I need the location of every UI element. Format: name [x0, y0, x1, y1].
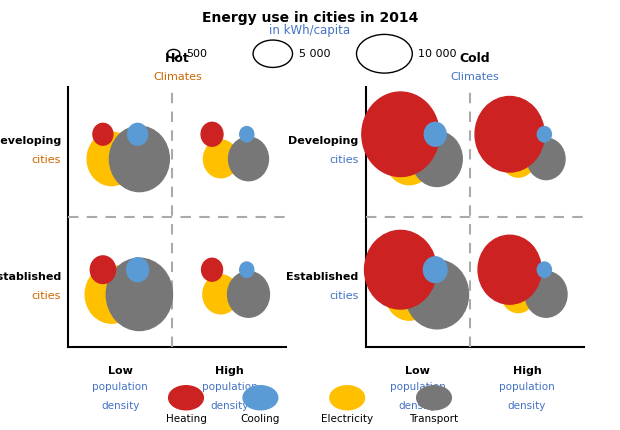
Text: Low: Low: [108, 366, 133, 376]
Text: Hot: Hot: [165, 52, 190, 65]
Circle shape: [106, 258, 172, 331]
Text: density: density: [508, 401, 546, 412]
Circle shape: [229, 137, 268, 181]
Circle shape: [527, 138, 565, 180]
Circle shape: [525, 271, 567, 317]
Text: 10 000: 10 000: [418, 49, 457, 59]
Circle shape: [240, 262, 254, 277]
Text: High: High: [513, 366, 541, 376]
Circle shape: [202, 258, 223, 281]
Circle shape: [203, 140, 238, 178]
Text: Cooling: Cooling: [241, 414, 280, 424]
Text: density: density: [399, 401, 437, 412]
Circle shape: [126, 258, 149, 282]
Circle shape: [424, 122, 446, 146]
Circle shape: [365, 230, 436, 309]
Circle shape: [502, 141, 535, 177]
Text: population: population: [499, 382, 555, 393]
Text: Electricity: Electricity: [321, 414, 373, 424]
Circle shape: [412, 131, 463, 187]
Text: Developing: Developing: [0, 136, 61, 146]
Text: Developing: Developing: [288, 136, 358, 146]
Circle shape: [386, 269, 433, 320]
Text: population: population: [92, 382, 148, 393]
Text: Cold: Cold: [459, 52, 490, 65]
Circle shape: [502, 276, 535, 313]
Text: cities: cities: [32, 155, 61, 165]
Circle shape: [128, 123, 148, 145]
Text: 5 000: 5 000: [299, 49, 330, 59]
Circle shape: [405, 260, 469, 329]
Circle shape: [538, 262, 551, 277]
Text: Transport: Transport: [409, 414, 459, 424]
Text: in kWh/capita: in kWh/capita: [270, 24, 350, 37]
Circle shape: [91, 256, 115, 283]
Text: Established: Established: [286, 272, 358, 282]
Text: High: High: [215, 366, 244, 376]
Circle shape: [228, 271, 270, 317]
Circle shape: [362, 92, 439, 176]
Text: Climates: Climates: [451, 72, 499, 82]
Circle shape: [201, 122, 223, 146]
Circle shape: [87, 132, 136, 186]
Text: Climates: Climates: [153, 72, 202, 82]
Text: 500: 500: [186, 49, 207, 59]
Text: density: density: [101, 401, 140, 412]
Text: Heating: Heating: [166, 414, 206, 424]
Text: cities: cities: [329, 291, 358, 301]
Text: cities: cities: [329, 155, 358, 165]
Text: Low: Low: [405, 366, 430, 376]
Circle shape: [423, 257, 447, 283]
Text: population: population: [202, 382, 257, 393]
Circle shape: [93, 123, 113, 145]
Circle shape: [203, 275, 239, 314]
Text: density: density: [210, 401, 249, 412]
Circle shape: [386, 133, 433, 185]
Circle shape: [538, 126, 551, 142]
Circle shape: [240, 126, 254, 142]
Text: Energy use in cities in 2014: Energy use in cities in 2014: [202, 11, 418, 25]
Circle shape: [110, 126, 169, 192]
Text: cities: cities: [32, 291, 61, 301]
Circle shape: [475, 96, 544, 172]
Circle shape: [85, 265, 138, 323]
Text: Established: Established: [0, 272, 61, 282]
Circle shape: [478, 235, 541, 304]
Text: population: population: [390, 382, 446, 393]
